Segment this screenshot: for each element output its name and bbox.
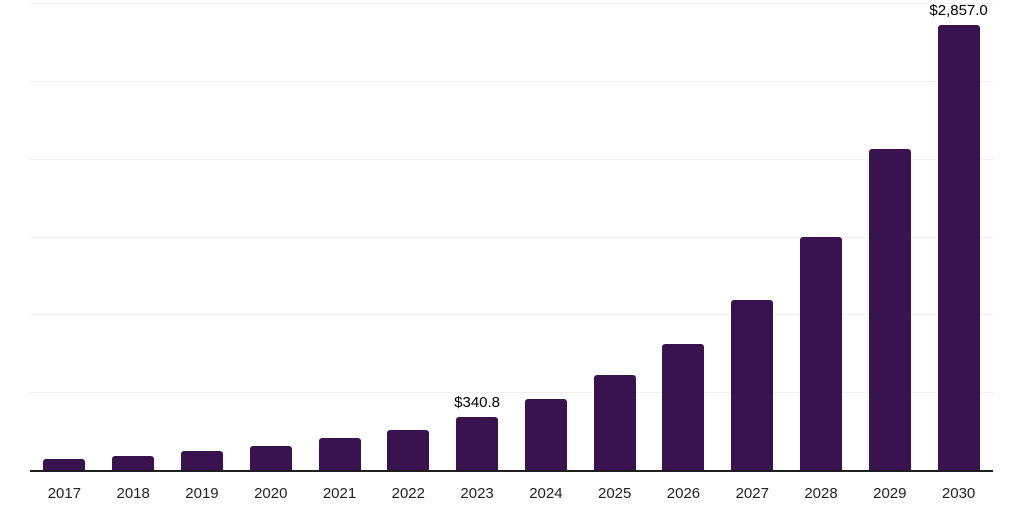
- bar-2026[interactable]: [662, 343, 705, 470]
- bar-value-label-2023: $340.8: [454, 393, 501, 411]
- x-tick-2026: 2026: [666, 485, 701, 502]
- bar-2029[interactable]: [868, 149, 911, 470]
- bar-2019[interactable]: [180, 451, 223, 470]
- gridline-2500: [30, 80, 993, 82]
- x-tick-2030: 2030: [941, 485, 976, 502]
- gridline-500: [30, 392, 993, 394]
- gridline-1500: [30, 236, 993, 238]
- x-tick-2025: 2025: [597, 485, 632, 502]
- x-tick-2021: 2021: [322, 485, 357, 502]
- x-tick-2017: 2017: [47, 485, 82, 502]
- bar-2028[interactable]: [800, 237, 843, 470]
- bar-2030[interactable]: [937, 25, 980, 470]
- bar-2022[interactable]: [387, 429, 430, 470]
- bar-2023[interactable]: [456, 416, 499, 470]
- bar-2018[interactable]: [112, 455, 155, 470]
- bar-2017[interactable]: [43, 459, 86, 470]
- gridline-1000: [30, 314, 993, 316]
- x-tick-2020: 2020: [254, 485, 288, 502]
- bar-2021[interactable]: [318, 438, 361, 470]
- x-tick-2023: 2023: [460, 485, 494, 502]
- x-tick-2019: 2019: [185, 485, 219, 502]
- bar-2025[interactable]: [593, 375, 636, 470]
- bar-2020[interactable]: [249, 446, 292, 470]
- bar-2027[interactable]: [731, 299, 774, 470]
- x-tick-2022: 2022: [391, 485, 425, 502]
- bar-value-label-2030: $2,857.0: [929, 2, 988, 20]
- x-tick-2027: 2027: [735, 485, 769, 502]
- bar-2024[interactable]: [524, 399, 567, 470]
- gridline-2000: [30, 158, 993, 160]
- x-axis-line: [30, 470, 993, 472]
- x-tick-2029: 2029: [873, 485, 907, 502]
- x-tick-2024: 2024: [529, 485, 563, 502]
- x-tick-2018: 2018: [116, 485, 150, 502]
- gridline-3000: [30, 3, 993, 4]
- x-tick-2028: 2028: [804, 485, 838, 502]
